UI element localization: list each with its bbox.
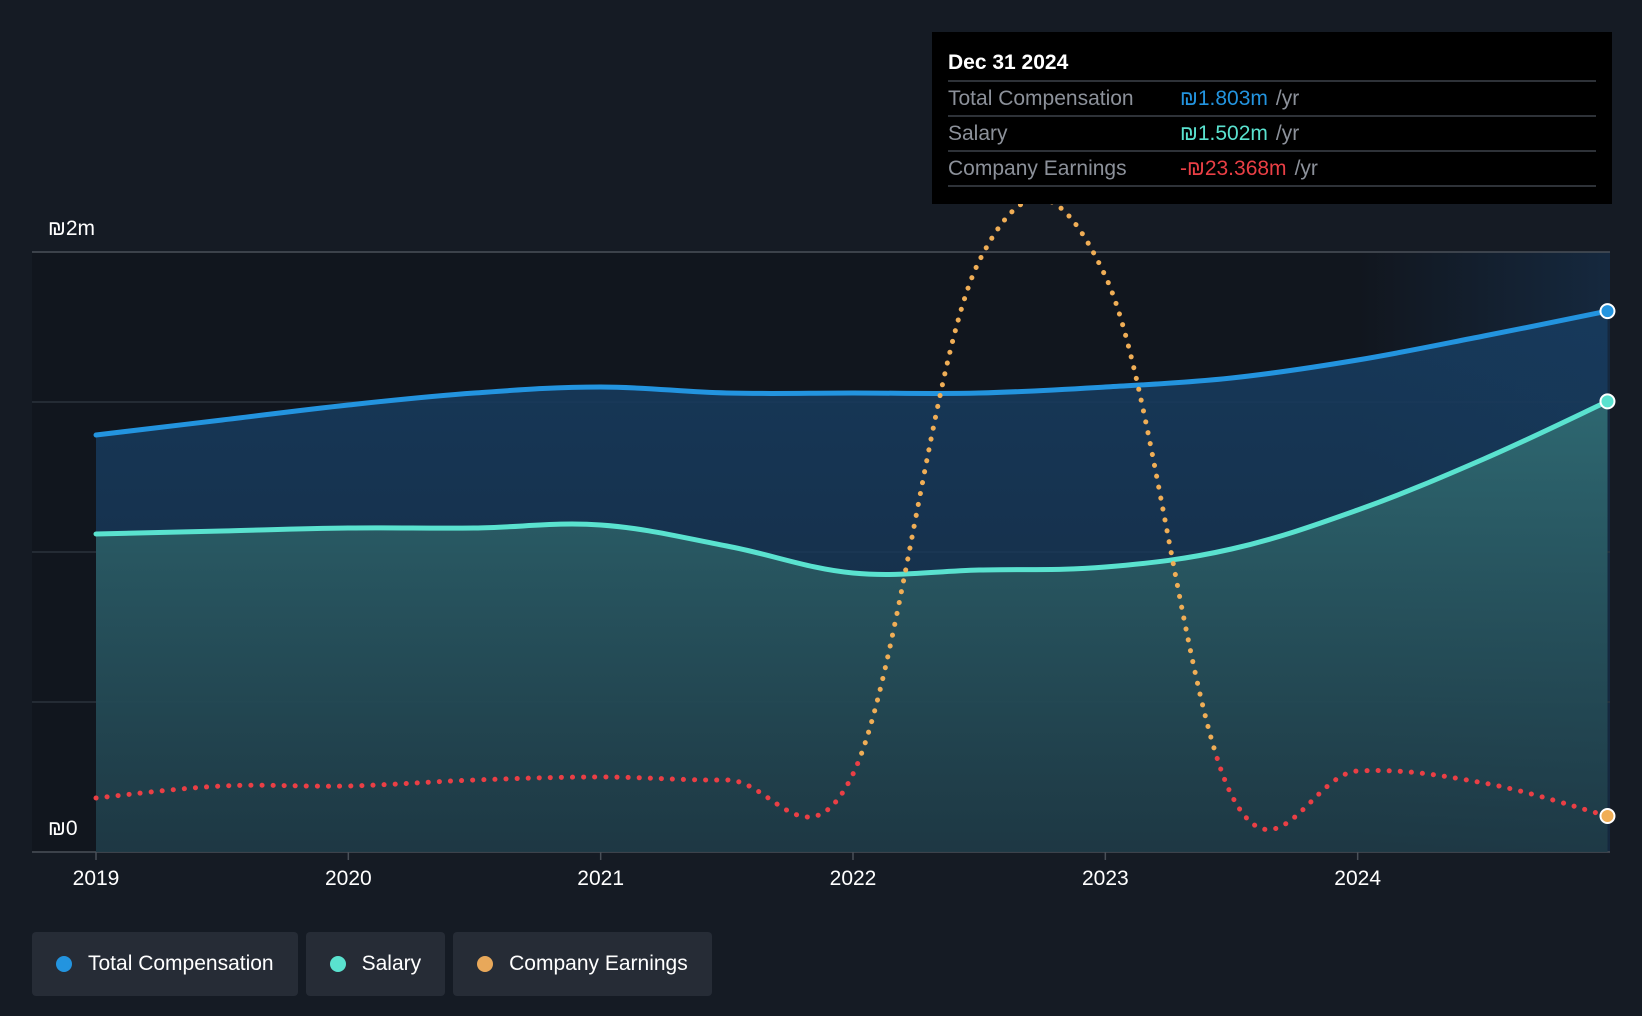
- x-tick-label: 2021: [577, 867, 624, 890]
- salary-area: [96, 401, 1608, 852]
- legend-label: Total Compensation: [88, 952, 274, 975]
- x-tick-label: 2019: [73, 867, 120, 890]
- tooltip-label: Company Earnings: [948, 156, 1127, 180]
- x-tick-label: 2020: [325, 867, 372, 890]
- tooltip-date: Dec 31 2024: [948, 46, 1596, 82]
- legend-dot-icon: [56, 956, 72, 972]
- tooltip-unit: /yr: [1275, 121, 1300, 145]
- x-tick-label: 2022: [830, 867, 877, 890]
- tooltip-label: Total Compensation: [948, 86, 1134, 110]
- tooltip-row-company-earnings: Company Earnings -₪23.368m /yr: [948, 152, 1596, 187]
- x-tick-label: 2023: [1082, 867, 1129, 890]
- legend-label: Company Earnings: [509, 952, 688, 975]
- tooltip-unit: /yr: [1294, 156, 1318, 180]
- y-tick-label-min: ₪0: [48, 817, 78, 840]
- tooltip-row-salary: Salary ₪1.502m /yr: [948, 117, 1596, 152]
- salary-line: [93, 398, 1610, 577]
- total-compensation-line: [93, 308, 1610, 438]
- legend-label: Salary: [361, 952, 422, 975]
- tooltip-panel: Dec 31 2024 Total Compensation ₪1.803m /…: [932, 32, 1612, 204]
- legend-item-company-earnings[interactable]: Company Earnings: [453, 932, 712, 996]
- tooltip-value: -₪23.368m: [1180, 156, 1287, 180]
- legend-item-total-compensation[interactable]: Total Compensation: [32, 932, 298, 996]
- legend-dot-icon: [477, 956, 494, 972]
- salary-marker: [1599, 393, 1616, 410]
- y-tick-label-max: ₪2m: [48, 217, 95, 240]
- company-earnings-negative-line: [93, 756, 1610, 833]
- tooltip-label: Salary: [948, 121, 1008, 145]
- tooltip-value: ₪1.803m: [1180, 86, 1268, 110]
- legend-dot-icon: [329, 956, 346, 972]
- x-tick-label: 2024: [1334, 867, 1381, 890]
- tooltip-value: ₪1.502m: [1180, 121, 1268, 145]
- total-compensation-marker: [1599, 303, 1616, 320]
- company-earnings-marker: [1599, 808, 1616, 824]
- tooltip-row-total-compensation: Total Compensation ₪1.803m /yr: [948, 82, 1596, 117]
- chart-legend: Total Compensation Salary Company Earnin…: [32, 932, 720, 996]
- tooltip-unit: /yr: [1275, 86, 1300, 110]
- legend-item-salary[interactable]: Salary: [305, 932, 446, 996]
